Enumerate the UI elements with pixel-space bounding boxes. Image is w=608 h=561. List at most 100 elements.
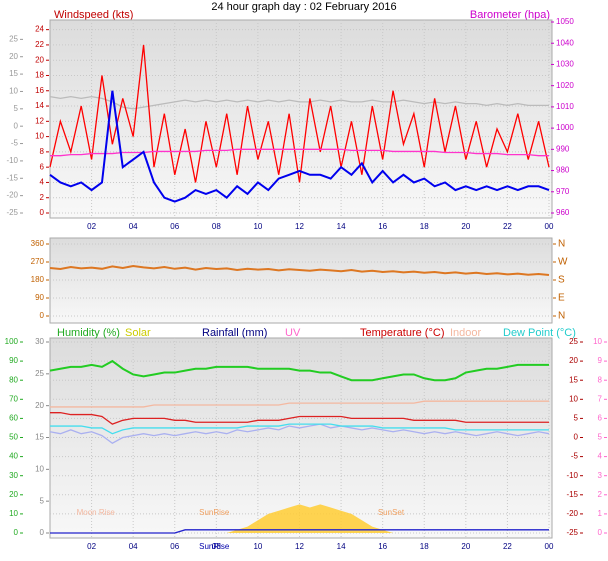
- y2-tick-label: 1030: [556, 60, 574, 69]
- x-tick-label: 06: [170, 222, 179, 231]
- line: [49, 423, 550, 444]
- line: [50, 412, 549, 425]
- y-tick-label: 16: [35, 86, 44, 95]
- x-tick-label: 08: [212, 542, 221, 551]
- line: [50, 148, 549, 157]
- x-tick-label: 16: [378, 222, 387, 231]
- x-tick-label: 12: [295, 222, 304, 231]
- x-tick-label: 02: [87, 222, 96, 231]
- plot-area: [49, 19, 553, 219]
- y3-tick-label: 20: [35, 401, 44, 410]
- line: [49, 90, 550, 203]
- y2-axis-label: Barometer (hpa): [470, 9, 550, 21]
- y2-tick-label: 960: [556, 208, 570, 217]
- y-tick-label: 18: [35, 71, 44, 80]
- y-tick-label: 14: [35, 101, 44, 110]
- annotation: SunRise: [199, 508, 230, 517]
- y3-tick-label: 0: [14, 121, 19, 130]
- y3-tick-label: 10: [9, 87, 18, 96]
- axis-annotation: SunRise: [199, 542, 230, 551]
- y2-tick-label: N: [558, 311, 565, 322]
- y2-tick-label: -10: [566, 471, 578, 480]
- y2-tick-label: S: [558, 275, 565, 286]
- legend-label: Humidity (%): [57, 327, 120, 339]
- x-tick-label: 02: [87, 542, 96, 551]
- y2-tick-label: -15: [566, 490, 578, 499]
- y-tick-label: 24: [35, 25, 44, 34]
- y2-tick-label: 1020: [556, 81, 574, 90]
- area: [50, 504, 549, 533]
- y2-tick-label: 970: [556, 187, 570, 196]
- y-tick-label: 90: [9, 356, 18, 365]
- x-tick-label: 14: [337, 542, 346, 551]
- legend-label: Dew Point (°C): [503, 327, 576, 339]
- y2-tick-label: 1040: [556, 38, 574, 47]
- legend-label: Rainfall (mm): [202, 327, 267, 339]
- y-tick-label: 20: [35, 55, 44, 64]
- y2-tick-label: 1010: [556, 102, 574, 111]
- y-tick-label: 2: [40, 193, 45, 202]
- annotation: SunSet: [378, 508, 405, 517]
- y2-tick-label: -5: [571, 452, 579, 461]
- y2-tick-label: E: [558, 293, 565, 304]
- y-tick-label: 12: [35, 116, 44, 125]
- y3-tick-label: -15: [6, 173, 18, 182]
- y-tick-label: 80: [9, 375, 18, 384]
- line: [49, 96, 549, 110]
- y3-tick-label: 15: [9, 69, 18, 78]
- line: [49, 359, 549, 382]
- legend-label: UV: [285, 327, 301, 339]
- x-tick-label: 00: [545, 222, 554, 231]
- legend-label: Solar: [125, 327, 151, 339]
- y4-tick-label: 2: [598, 490, 603, 499]
- x-tick-label: 16: [378, 542, 387, 551]
- x-tick-label: 04: [129, 542, 138, 551]
- y4-tick-label: 6: [598, 414, 603, 423]
- plot-area: [49, 237, 553, 324]
- y4-tick-label: 3: [598, 471, 603, 480]
- y-tick-label: 4: [40, 178, 45, 187]
- y-tick-label: 6: [40, 162, 45, 171]
- annotation: Moon Rise: [77, 508, 116, 517]
- y-tick-label: 60: [9, 414, 18, 423]
- y3-tick-label: 5: [40, 496, 45, 505]
- x-tick-label: 20: [461, 542, 470, 551]
- y2-tick-label: 1050: [556, 17, 574, 26]
- y2-tick-label: -20: [566, 509, 578, 518]
- line: [50, 400, 549, 408]
- y-tick-label: 10: [35, 132, 44, 141]
- y-tick-label: 90: [35, 293, 44, 302]
- y3-tick-label: 25: [35, 369, 44, 378]
- y-tick-label: 0: [40, 208, 45, 217]
- y-tick-label: 22: [35, 40, 44, 49]
- x-tick-label: 18: [420, 542, 429, 551]
- x-tick-label: 14: [337, 222, 346, 231]
- y-tick-label: 20: [9, 490, 18, 499]
- x-tick-label: 10: [253, 222, 262, 231]
- y4-tick-label: 8: [598, 375, 603, 384]
- x-tick-label: 12: [295, 542, 304, 551]
- x-tick-label: 00: [545, 542, 554, 551]
- y3-tick-label: 10: [35, 464, 44, 473]
- x-tick-label: 22: [503, 542, 512, 551]
- x-tick-label: 06: [170, 542, 179, 551]
- line: [49, 264, 550, 276]
- y-tick-label: 100: [5, 337, 19, 346]
- x-tick-label: 20: [461, 222, 470, 231]
- x-tick-label: 18: [420, 222, 429, 231]
- y3-tick-label: 0: [40, 528, 45, 537]
- y3-tick-label: -5: [11, 139, 19, 148]
- y3-tick-label: -10: [6, 156, 18, 165]
- y-tick-label: 70: [9, 394, 18, 403]
- y3-tick-label: -25: [6, 208, 18, 217]
- line: [50, 423, 549, 435]
- y2-tick-label: W: [558, 257, 568, 268]
- y2-tick-label: 15: [569, 375, 578, 384]
- y2-tick-label: 980: [556, 166, 570, 175]
- x-tick-label: 22: [503, 222, 512, 231]
- y-tick-label: 360: [31, 239, 45, 248]
- y3-tick-label: -20: [6, 191, 18, 200]
- y2-tick-label: 20: [569, 356, 578, 365]
- y-tick-label: 0: [40, 311, 45, 320]
- x-tick-label: 10: [253, 542, 262, 551]
